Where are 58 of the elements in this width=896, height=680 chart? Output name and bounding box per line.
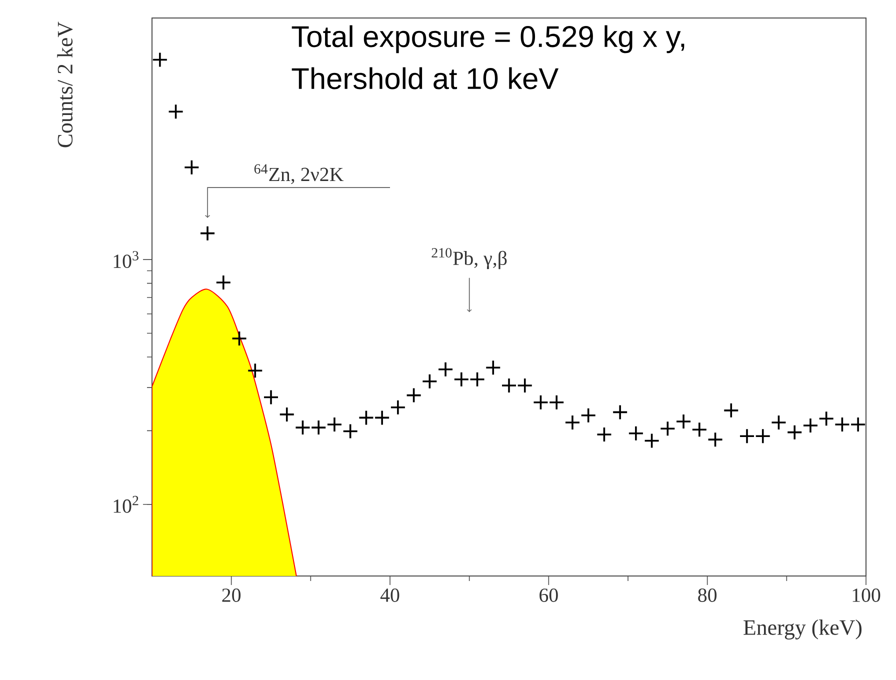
- point: [231, 330, 248, 346]
- annotation: $^{64}$Zn, 2ν2K: [254, 164, 344, 184]
- point: [707, 432, 724, 448]
- point: [786, 424, 802, 440]
- point: [342, 423, 358, 440]
- point: [263, 389, 279, 406]
- point: [692, 422, 708, 438]
- point: [754, 428, 771, 444]
- point: [596, 426, 612, 442]
- point: [422, 374, 438, 390]
- point: [739, 428, 755, 444]
- point: [532, 394, 549, 410]
- x-tick-label: 40: [380, 588, 400, 602]
- point: [390, 400, 406, 416]
- annotation: Thershold at 10 keV: [292, 67, 558, 90]
- point: [612, 404, 628, 420]
- point: [200, 225, 216, 242]
- point: [676, 414, 692, 430]
- y-axis-title: Counts/ 2 keV: [57, 22, 73, 148]
- point: [834, 416, 850, 432]
- point: [454, 372, 470, 388]
- point: [278, 406, 295, 422]
- point: [770, 414, 787, 430]
- point: [406, 387, 422, 404]
- y-tick-label: 10$^{3}$: [114, 251, 138, 268]
- annotation: Total exposure = 0.529 kg x y,: [292, 25, 684, 54]
- point: [374, 410, 390, 426]
- point: [294, 420, 311, 436]
- point: [469, 372, 486, 388]
- point: [358, 410, 374, 426]
- point: [723, 402, 740, 418]
- point: [485, 360, 502, 376]
- point: [310, 420, 326, 436]
- point: [152, 52, 168, 68]
- x-tick-label: 80: [698, 588, 717, 602]
- x-tick-label: 20: [222, 588, 241, 602]
- point: [660, 420, 676, 436]
- point: [168, 104, 184, 120]
- point: [644, 432, 660, 449]
- x-axis-title: Energy (keV): [744, 620, 862, 640]
- point: [216, 274, 232, 290]
- x-tick-label: 60: [540, 588, 558, 602]
- point: [628, 425, 644, 442]
- annotation: $^{210}$Pb, γ,β: [432, 248, 507, 270]
- point: [516, 378, 533, 394]
- point: [247, 362, 264, 378]
- point: [580, 407, 596, 424]
- point: [850, 416, 866, 432]
- point: [326, 416, 342, 432]
- point: [501, 378, 517, 394]
- point: [438, 361, 454, 378]
- point: [802, 418, 818, 434]
- point: [184, 159, 200, 176]
- point: [818, 410, 834, 427]
- point: [564, 414, 580, 430]
- x-tick-label: 100: [852, 588, 880, 602]
- y-tick-label: 10$^{2}$: [114, 496, 138, 513]
- point: [548, 394, 564, 410]
